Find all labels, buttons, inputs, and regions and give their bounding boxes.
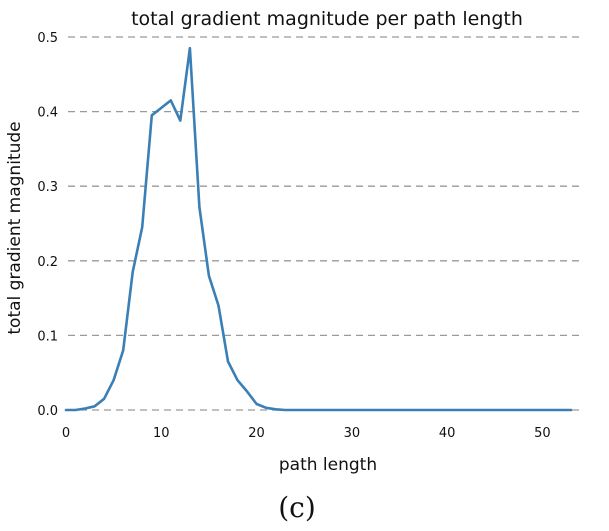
x-tick-labels: 0 10 20 30 40 50	[62, 426, 551, 441]
figure-caption: (c)	[278, 491, 316, 524]
series-layer	[64, 46, 573, 412]
y-tick-label: 0.4	[37, 106, 58, 121]
chart-title: total gradient magnitude per path length	[131, 8, 523, 30]
x-tick-label: 10	[153, 426, 170, 441]
y-tick-label: 0.3	[37, 180, 58, 195]
grid-lines	[68, 36, 580, 411]
series-line-0	[64, 46, 573, 412]
y-tick-label: 0.0	[37, 404, 58, 419]
y-tick-label: 0.2	[37, 255, 58, 270]
y-tick-label: 0.5	[37, 31, 58, 46]
x-tick-label: 40	[439, 426, 456, 441]
x-tick-label: 30	[344, 426, 361, 441]
x-tick-label: 0	[62, 426, 70, 441]
x-axis-label: path length	[279, 455, 377, 475]
x-tick-label: 50	[534, 426, 551, 441]
y-tick-label: 0.1	[37, 329, 58, 344]
y-tick-labels: 0.0 0.1 0.2 0.3 0.4 0.5	[37, 31, 58, 419]
x-tick-label: 20	[248, 426, 265, 441]
y-axis-label: total gradient magnitude	[5, 121, 25, 334]
